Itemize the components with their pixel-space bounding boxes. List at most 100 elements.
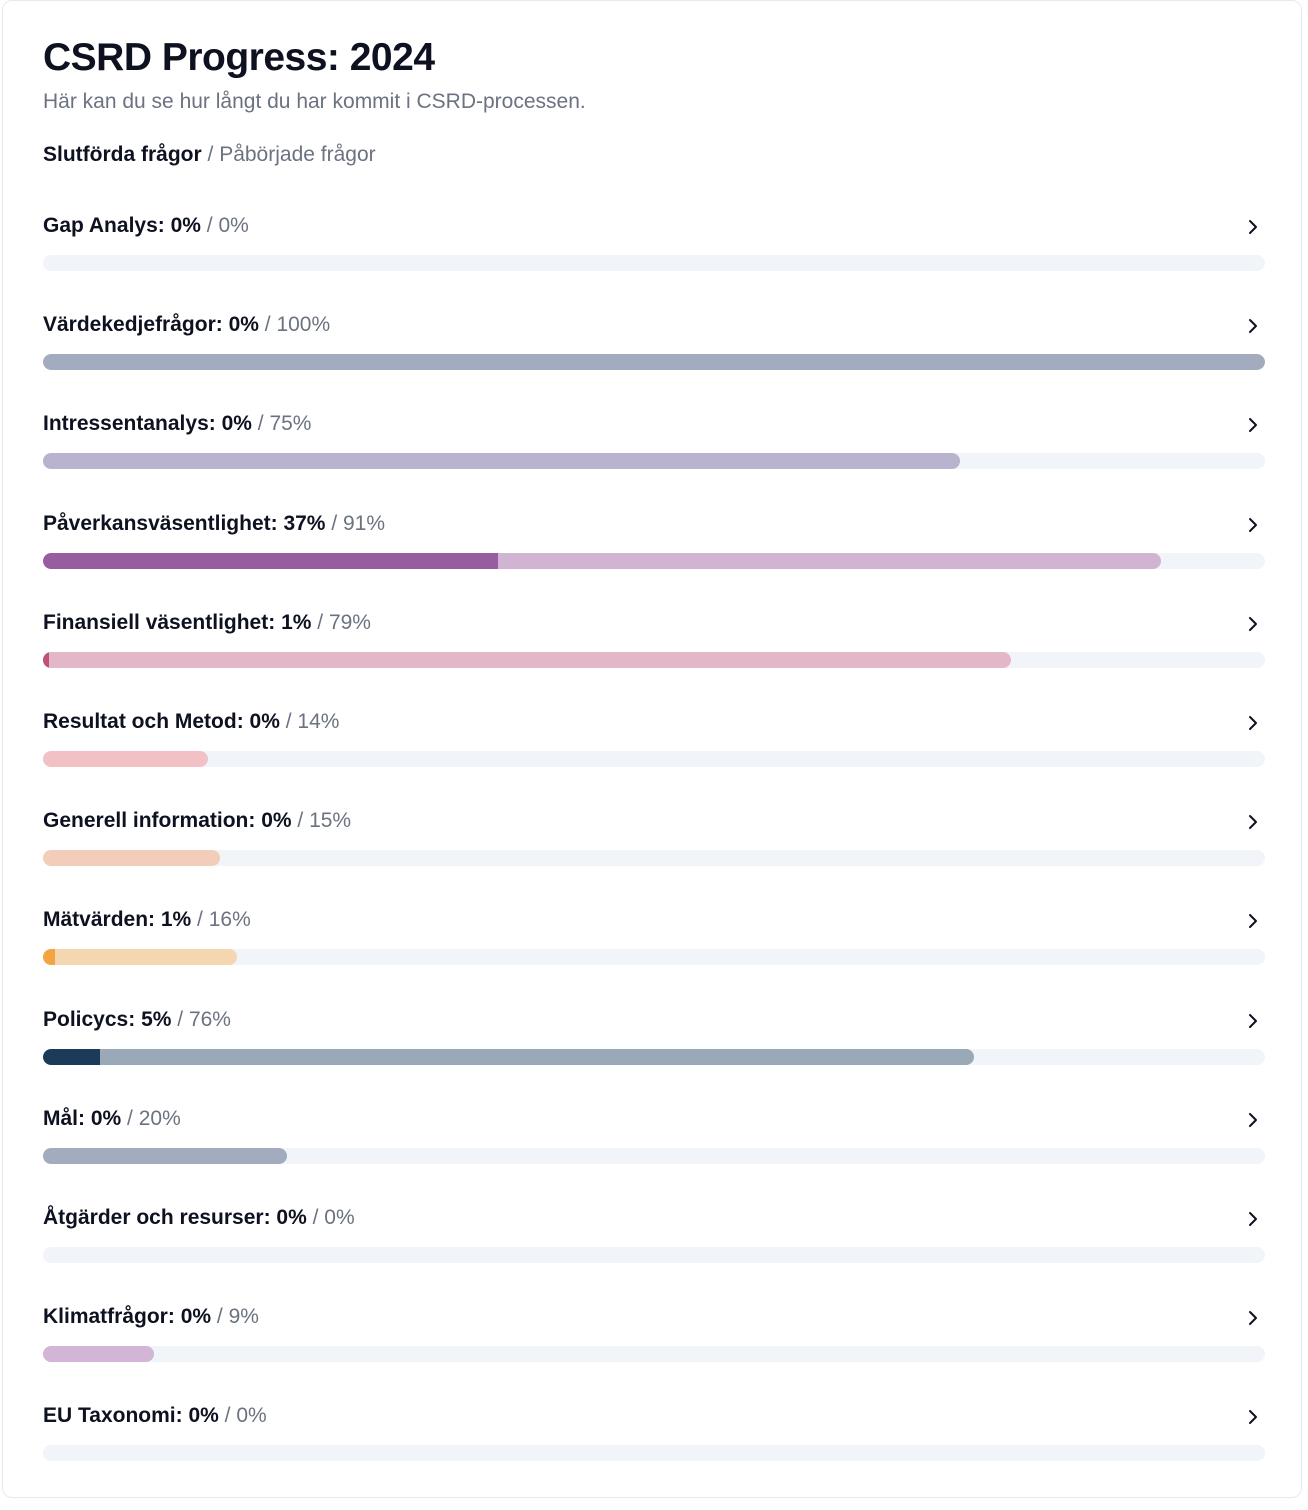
- percent-separator: /: [325, 511, 343, 535]
- progress-fill-completed: [43, 651, 50, 668]
- category-name: Gap Analys: 0%: [43, 214, 201, 237]
- progress-row[interactable]: Policycs: 5% / 76%: [43, 991, 1265, 1090]
- progress-track: [43, 850, 1265, 867]
- progress-track: [43, 651, 1265, 668]
- percent-separator: /: [291, 809, 310, 833]
- row-label: Gap Analys: 0% / 0%: [43, 213, 249, 239]
- category-name: Resultat och Metod: 0%: [43, 710, 280, 733]
- chevron-right-icon[interactable]: [1243, 415, 1263, 435]
- started-percent: 14%: [297, 709, 340, 733]
- percent-separator: /: [279, 709, 298, 733]
- started-percent: 0%: [236, 1404, 267, 1428]
- row-label: Mål: 0% / 20%: [43, 1106, 181, 1132]
- category-title: Mål: [43, 1106, 79, 1130]
- progress-track: [43, 1048, 1265, 1065]
- percent-separator: /: [200, 214, 219, 237]
- started-part: / 0%: [201, 214, 249, 237]
- progress-row[interactable]: Gap Analys: 0% / 0%: [43, 197, 1265, 296]
- percent-separator: /: [218, 1404, 237, 1428]
- chevron-right-icon[interactable]: [1243, 515, 1263, 535]
- progress-fill-started: [43, 750, 208, 767]
- progress-fill-completed: [43, 1048, 101, 1065]
- progress-row[interactable]: Intressentanalys: 0% / 75%: [43, 395, 1265, 494]
- chevron-right-icon[interactable]: [1243, 1110, 1263, 1130]
- progress-fill-started: [43, 850, 221, 867]
- started-percent: 75%: [269, 412, 312, 436]
- label-colon: :: [167, 1305, 181, 1329]
- chevron-right-icon[interactable]: [1243, 316, 1263, 336]
- progress-row[interactable]: Klimatfrågor: 0% / 9%: [43, 1288, 1265, 1387]
- label-colon: :: [175, 1404, 189, 1428]
- chevron-right-icon[interactable]: [1243, 614, 1263, 634]
- chevron-right-icon[interactable]: [1243, 1407, 1263, 1427]
- category-title: Påverkansväsentlighet: [43, 511, 271, 535]
- progress-row[interactable]: Finansiell väsentlighet: 1% / 79%: [43, 594, 1265, 693]
- completed-percent: 0%: [228, 313, 259, 337]
- progress-row[interactable]: Resultat och Metod: 0% / 14%: [43, 693, 1265, 792]
- category-title: EU Taxonomi: [43, 1404, 176, 1428]
- progress-row[interactable]: EU Taxonomi: 0% / 0%: [43, 1387, 1265, 1486]
- started-part: / 15%: [291, 809, 352, 833]
- label-colon: :: [215, 313, 229, 337]
- progress-fill-started: [43, 651, 1011, 668]
- progress-fill-started: [43, 1346, 155, 1363]
- category-title: Klimatfrågor: [43, 1305, 168, 1329]
- started-percent: 16%: [208, 908, 251, 932]
- completed-percent: 1%: [281, 610, 312, 634]
- started-part: / 79%: [311, 611, 371, 634]
- category-name: Påverkansväsentlighet: 37%: [43, 512, 325, 535]
- label-colon: :: [148, 908, 161, 932]
- label-colon: :: [270, 511, 284, 535]
- progress-list: Gap Analys: 0% / 0% Värdekedjefrågor: 0% …: [43, 197, 1265, 1486]
- percent-separator: /: [258, 313, 277, 337]
- percent-separator: /: [306, 1205, 325, 1229]
- started-part: / 16%: [191, 908, 251, 931]
- started-percent: 0%: [324, 1205, 355, 1229]
- progress-row[interactable]: Påverkansväsentlighet: 37% / 91%: [43, 495, 1265, 594]
- label-colon: :: [208, 412, 222, 436]
- progress-row[interactable]: Mätvärden: 1% / 16%: [43, 891, 1265, 990]
- started-part: / 75%: [252, 412, 312, 435]
- category-name: Generell information: 0%: [43, 809, 292, 832]
- chevron-right-icon[interactable]: [1243, 1011, 1263, 1031]
- category-title: Åtgärder och resurser: [43, 1205, 264, 1229]
- progress-row[interactable]: Generell information: 0% / 15%: [43, 792, 1265, 891]
- completed-percent: 0%: [90, 1106, 122, 1130]
- label-colon: :: [268, 610, 282, 634]
- progress-track: [43, 1246, 1265, 1263]
- progress-row[interactable]: Åtgärder och resurser: 0% / 0%: [43, 1189, 1265, 1288]
- started-percent: 79%: [328, 610, 371, 634]
- progress-fill-completed: [43, 949, 56, 966]
- category-title: Finansiell väsentlighet: [43, 610, 269, 634]
- progress-track: [43, 949, 1265, 966]
- started-part: / 9%: [211, 1305, 259, 1328]
- progress-fill-started: [43, 949, 238, 966]
- chevron-right-icon[interactable]: [1243, 911, 1263, 931]
- progress-row[interactable]: Värdekedjefrågor: 0% / 100%: [43, 296, 1265, 395]
- started-percent: 15%: [309, 809, 352, 833]
- page-title: CSRD Progress: 2024: [43, 36, 435, 79]
- started-part: / 0%: [307, 1206, 355, 1229]
- progress-row[interactable]: Mål: 0% / 20%: [43, 1090, 1265, 1189]
- percent-separator: /: [211, 1305, 229, 1329]
- chevron-right-icon[interactable]: [1243, 812, 1263, 832]
- chevron-right-icon[interactable]: [1243, 217, 1263, 237]
- row-label: EU Taxonomi: 0% / 0%: [43, 1403, 267, 1429]
- chevron-right-icon[interactable]: [1243, 713, 1263, 733]
- row-label: Resultat och Metod: 0% / 14%: [43, 709, 339, 735]
- started-part: / 100%: [259, 313, 330, 336]
- legend-started-label: Påbörjade frågor: [219, 143, 376, 166]
- category-name: Finansiell väsentlighet: 1%: [43, 611, 311, 634]
- progress-track: [43, 453, 1265, 470]
- category-title: Intressentanalys: [43, 412, 209, 436]
- category-title: Resultat och Metod: [43, 709, 237, 733]
- page-subtitle: Här kan du se hur långt du har kommit i …: [43, 90, 586, 113]
- progress-track: [43, 1346, 1265, 1363]
- chevron-right-icon[interactable]: [1243, 1209, 1263, 1229]
- chevron-right-icon[interactable]: [1243, 1308, 1263, 1328]
- completed-percent: 0%: [249, 709, 280, 733]
- completed-percent: 0%: [261, 809, 292, 833]
- category-name: Åtgärder och resurser: 0%: [43, 1206, 307, 1229]
- row-label: Policycs: 5% / 76%: [43, 1007, 231, 1033]
